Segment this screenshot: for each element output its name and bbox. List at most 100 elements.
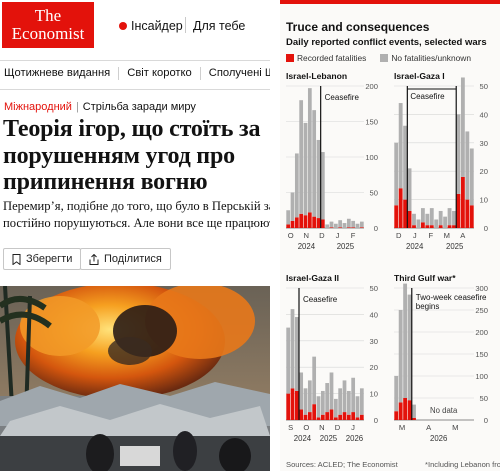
rubric: Стрільба заради миру: [82, 101, 196, 113]
chart-2-bar-nofatal: [407, 168, 412, 211]
breadcrumb: Міжнародний | Стрільба заради миру: [4, 101, 196, 113]
chart-1-bar-nofatal: [342, 223, 347, 228]
chart-3-bar-nofatal: [333, 398, 338, 418]
nav-item-united-states[interactable]: Сполучені Штати: [209, 67, 270, 80]
chart-1-xtick-label: F: [351, 231, 356, 240]
chart-3-xtick-label: O: [303, 423, 309, 432]
chart-3-bar-fatal: [351, 412, 356, 420]
chart-2-bar-fatal: [429, 225, 434, 228]
chart-2-bar-fatal: [469, 205, 474, 228]
chart-graphic: Truce and consequences Daily reported co…: [280, 0, 500, 471]
chart-3-bar-fatal: [329, 409, 334, 420]
chart-2-bar-nofatal: [452, 210, 456, 226]
chart-1-bar-nofatal: [325, 224, 330, 228]
chart-3-bar-fatal: [346, 414, 351, 420]
chart-2-bar-fatal: [452, 225, 456, 228]
chart-2-bar-nofatal: [394, 142, 399, 206]
bookmark-icon: [12, 253, 21, 265]
chart-3-bar-nofatal: [355, 396, 360, 418]
chart-4-bar-nofatal: [394, 376, 399, 412]
chart-3-bar-fatal: [303, 414, 308, 420]
chart-4-bar-nofatal: [407, 294, 412, 401]
chart-1-bar-fatal: [307, 212, 312, 228]
chart-2-xtick-label: M: [444, 231, 450, 240]
nav-item-weekly-edition[interactable]: Щотижневе видання: [4, 67, 120, 80]
chart-1-bar-nofatal: [286, 210, 291, 225]
section-link[interactable]: Міжнародний: [4, 101, 72, 113]
chart-2-bar-fatal: [460, 176, 465, 228]
chart-3-bar-nofatal: [290, 309, 295, 389]
chart-2-bar-fatal: [447, 225, 452, 228]
chart-3-bar-nofatal: [325, 383, 330, 413]
chart-4-nodata-label: No data: [430, 406, 458, 415]
share-button[interactable]: Поділитися: [80, 248, 171, 270]
chart-3-xtick-label: J: [351, 423, 355, 432]
legend-swatch-grey: [380, 54, 389, 62]
nav-rule-top: [0, 60, 270, 61]
chart-3-ytick-label: 50: [370, 284, 378, 293]
legend-label-nofatalities: No fatalities/unknown: [391, 53, 471, 63]
save-label: Зберегти: [26, 253, 73, 265]
chart-3-bar-nofatal: [294, 317, 299, 391]
chart-3-bar-fatal: [333, 417, 338, 420]
chart-2-ytick-label: 10: [480, 196, 488, 205]
chart-1-year-label: 2024: [298, 242, 316, 251]
chart-3-xtick-label: D: [335, 423, 341, 432]
live-dot-icon: [119, 22, 127, 30]
chart-2-bar-nofatal: [420, 208, 425, 223]
logo-line-2: Economist: [11, 24, 85, 43]
nav-item-world-in-brief[interactable]: Світ коротко: [127, 67, 201, 80]
chart-1-bar-nofatal: [346, 218, 351, 228]
save-button[interactable]: Зберегти: [3, 248, 82, 270]
article-headline: Теорія ігор, що стоїть за порушенням уго…: [3, 116, 261, 195]
chart-4-year-label: 2026: [430, 434, 447, 443]
standfirst-line-1: Перемир’я, подібне до того, що було в Пе…: [3, 199, 270, 213]
chart-3-bar-nofatal: [346, 390, 351, 415]
chart-3-bar-fatal: [294, 390, 299, 420]
chart-3-bar-fatal: [325, 412, 330, 420]
explosion-photo: [0, 286, 270, 471]
insider-link[interactable]: Інсайдер: [119, 19, 183, 33]
chart-4-bar-nofatal: [412, 404, 416, 418]
chart-2-bar-nofatal: [460, 77, 465, 177]
chart-3-bar-fatal: [359, 414, 364, 420]
logo-line-1: The: [34, 6, 62, 25]
chart-3-year-label: 2024: [294, 434, 312, 443]
chart-3-bar-fatal: [307, 412, 312, 420]
chart-1-bar-fatal: [286, 224, 291, 228]
chart-1-ytick-label: 0: [374, 224, 378, 233]
header-divider: [185, 17, 186, 33]
chart-3-bar-nofatal: [307, 380, 312, 413]
source-note: Sources: ACLED; The Economist: [286, 460, 398, 469]
section-nav: Щотижневе видання Світ коротко Сполучені…: [4, 67, 270, 80]
chart-3-ytick-label: 30: [370, 337, 378, 346]
chart-1-bar-fatal: [329, 227, 334, 228]
chart-1-ytick-label: 50: [370, 189, 378, 198]
for-you-link[interactable]: Для тебе: [193, 19, 246, 33]
chart-1-bar-nofatal: [351, 220, 356, 228]
chart-2-bar-nofatal: [443, 216, 448, 228]
chart-1-bar-nofatal: [338, 220, 343, 228]
chart-2-xtick-label: A: [460, 231, 466, 240]
chart-3-bar-nofatal: [312, 356, 317, 405]
article-standfirst: Перемир’я, подібне до того, що було в Пе…: [3, 198, 270, 232]
economist-logo[interactable]: The Economist: [2, 2, 94, 48]
chart-2-bar-fatal: [465, 199, 470, 228]
chart-2-bar-nofatal: [412, 213, 416, 226]
chart-3-ytick-label: 0: [374, 416, 378, 425]
chart-1-bar-fatal: [312, 216, 317, 228]
chart-4-xtick-label: A: [426, 423, 432, 432]
chart-1-bar-nofatal: [290, 192, 295, 221]
chart-3-bar-fatal: [290, 388, 295, 420]
chart-3-year-label: 2025: [320, 434, 338, 443]
chart-3-xtick-label: N: [319, 423, 324, 432]
insider-label: Інсайдер: [131, 19, 183, 33]
chart-3-bar-fatal: [338, 414, 343, 420]
chart-2-annotation: Ceasefire: [410, 92, 445, 101]
chart-3-bar-nofatal: [342, 380, 347, 413]
nav-rule-bottom: [0, 89, 270, 90]
chart-3-bar-fatal: [316, 417, 321, 420]
chart-1-bar-fatal: [359, 227, 364, 228]
chart-3-bar-nofatal: [320, 390, 325, 415]
hero-image: [0, 286, 270, 471]
